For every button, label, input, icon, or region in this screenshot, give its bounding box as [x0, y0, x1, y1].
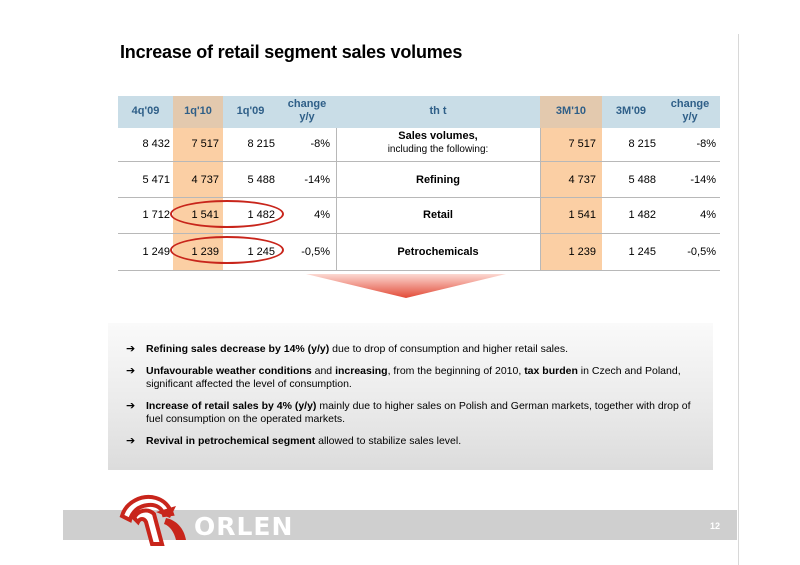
- cell-r3-label: Retail: [423, 209, 453, 221]
- cell-r1-1q09: 8 215: [247, 138, 275, 150]
- cell-r1-3m09: 8 215: [628, 138, 656, 150]
- cell-r3-3m09: 1 482: [628, 209, 656, 221]
- cell-r1-1q10: 7 517: [191, 138, 219, 150]
- label-including: including the following:: [387, 144, 489, 155]
- bullet-2-text-3: in Czech and Poland, significant affecte…: [146, 365, 681, 390]
- cell-r4-3m09: 1 245: [628, 246, 656, 258]
- bullet-item: ➔ Revival in petrochemical segment allow…: [122, 435, 702, 448]
- logo-wordmark: ORLEN: [194, 512, 294, 541]
- cell-r4-label: Petrochemicals: [397, 246, 479, 258]
- header-3m10: 3M'10: [555, 105, 587, 117]
- header-1q10: 1q'10: [184, 105, 212, 117]
- cell-r3-3m10: 1 541: [568, 209, 596, 221]
- right-arrow-icon: ➔: [126, 365, 136, 377]
- page-title: Increase of retail segment sales volumes: [120, 42, 463, 62]
- header-3m09: 3M'09: [615, 105, 647, 117]
- header-change-left-line2: y/y: [299, 111, 315, 123]
- row-divider: [118, 233, 720, 234]
- cell-r4-change: -0,5%: [301, 246, 330, 258]
- bullet-3-text: mainly due to higher sales on Polish and…: [146, 400, 691, 425]
- row-divider: [118, 270, 720, 271]
- cell-r2-1q10: 4 737: [191, 174, 219, 186]
- row-divider: [118, 197, 720, 198]
- right-arrow-icon: ➔: [126, 343, 136, 355]
- cell-r4-4q09: 1 249: [142, 246, 170, 258]
- cell-r3-4q09: 1 712: [142, 209, 170, 221]
- cell-r2-change-3m: -14%: [690, 174, 716, 186]
- header-change-right-line1: change: [670, 98, 710, 110]
- cell-r1-4q09: 8 432: [142, 138, 170, 150]
- header-change-right-line2: y/y: [682, 111, 698, 123]
- sales-volume-table: 4q'09 1q'10 1q'09 change y/y th t 3M'10 …: [118, 96, 720, 271]
- cell-r3-change-3m: 4%: [700, 209, 716, 221]
- cell-r2-3m10: 4 737: [568, 174, 596, 186]
- bullet-3-bold: Increase of retail sales by 4% (y/y): [146, 400, 317, 412]
- down-chevron-icon: [306, 274, 506, 298]
- bullet-2-text-2: , from the beginning of 2010,: [387, 365, 525, 377]
- highlight-ellipse-retail: [170, 200, 284, 228]
- cell-r4-change-3m: -0,5%: [687, 246, 716, 258]
- column-divider: [336, 128, 337, 270]
- cell-r2-4q09: 5 471: [142, 174, 170, 186]
- cell-r1-change-3m: -8%: [696, 138, 716, 150]
- commentary-panel: ➔ Refining sales decrease by 14% (y/y) d…: [108, 323, 713, 470]
- label-sales-volumes: Sales volumes,: [398, 130, 478, 142]
- row-divider: [118, 161, 720, 162]
- right-arrow-icon: ➔: [126, 435, 136, 447]
- highlight-header-1q10: [173, 96, 223, 128]
- bullet-2-bold-1: Unfavourable weather conditions: [146, 365, 312, 377]
- header-4q09: 4q'09: [131, 105, 160, 117]
- bullet-4-bold: Revival in petrochemical segment: [146, 435, 316, 447]
- cell-r3-change: 4%: [314, 209, 330, 221]
- bullet-1-bold: Refining sales decrease by 14% (y/y): [146, 343, 330, 355]
- cell-r4-3m10: 1 239: [568, 246, 596, 258]
- orlen-eagle-logo: [119, 495, 186, 546]
- bullet-2-bold-2: increasing: [335, 365, 388, 377]
- header-change-left-line1: change: [287, 98, 327, 110]
- side-divider: [738, 34, 739, 565]
- bullet-2-bold-3: tax burden: [524, 365, 578, 377]
- header-change-right: change y/y: [660, 98, 720, 124]
- highlight-header-3m10: [540, 96, 602, 128]
- bullet-4-text: allowed to stabilize sales level.: [315, 435, 462, 447]
- cell-r1-label: Sales volumes, including the following:: [338, 130, 538, 155]
- cell-r2-3m09: 5 488: [628, 174, 656, 186]
- cell-r1-3m10: 7 517: [568, 138, 596, 150]
- bullet-1-text: due to drop of consumption and higher re…: [329, 343, 568, 355]
- cell-r2-1q09: 5 488: [247, 174, 275, 186]
- bullet-item: ➔ Refining sales decrease by 14% (y/y) d…: [122, 343, 702, 356]
- header-unit: th t: [429, 105, 447, 117]
- bullet-item: ➔ Unfavourable weather conditions and in…: [122, 365, 702, 391]
- header-1q09: 1q'09: [236, 105, 265, 117]
- highlight-ellipse-petrochemicals: [170, 236, 284, 264]
- page-number: 12: [710, 521, 721, 531]
- cell-r1-change: -8%: [310, 138, 330, 150]
- right-arrow-icon: ➔: [126, 400, 136, 412]
- cell-r2-change: -14%: [304, 174, 330, 186]
- column-divider: [540, 128, 541, 270]
- bullet-item: ➔ Increase of retail sales by 4% (y/y) m…: [122, 400, 702, 426]
- header-change-left: change y/y: [278, 98, 336, 124]
- bullet-2-text-1: and: [311, 365, 336, 377]
- cell-r2-label: Refining: [416, 174, 460, 186]
